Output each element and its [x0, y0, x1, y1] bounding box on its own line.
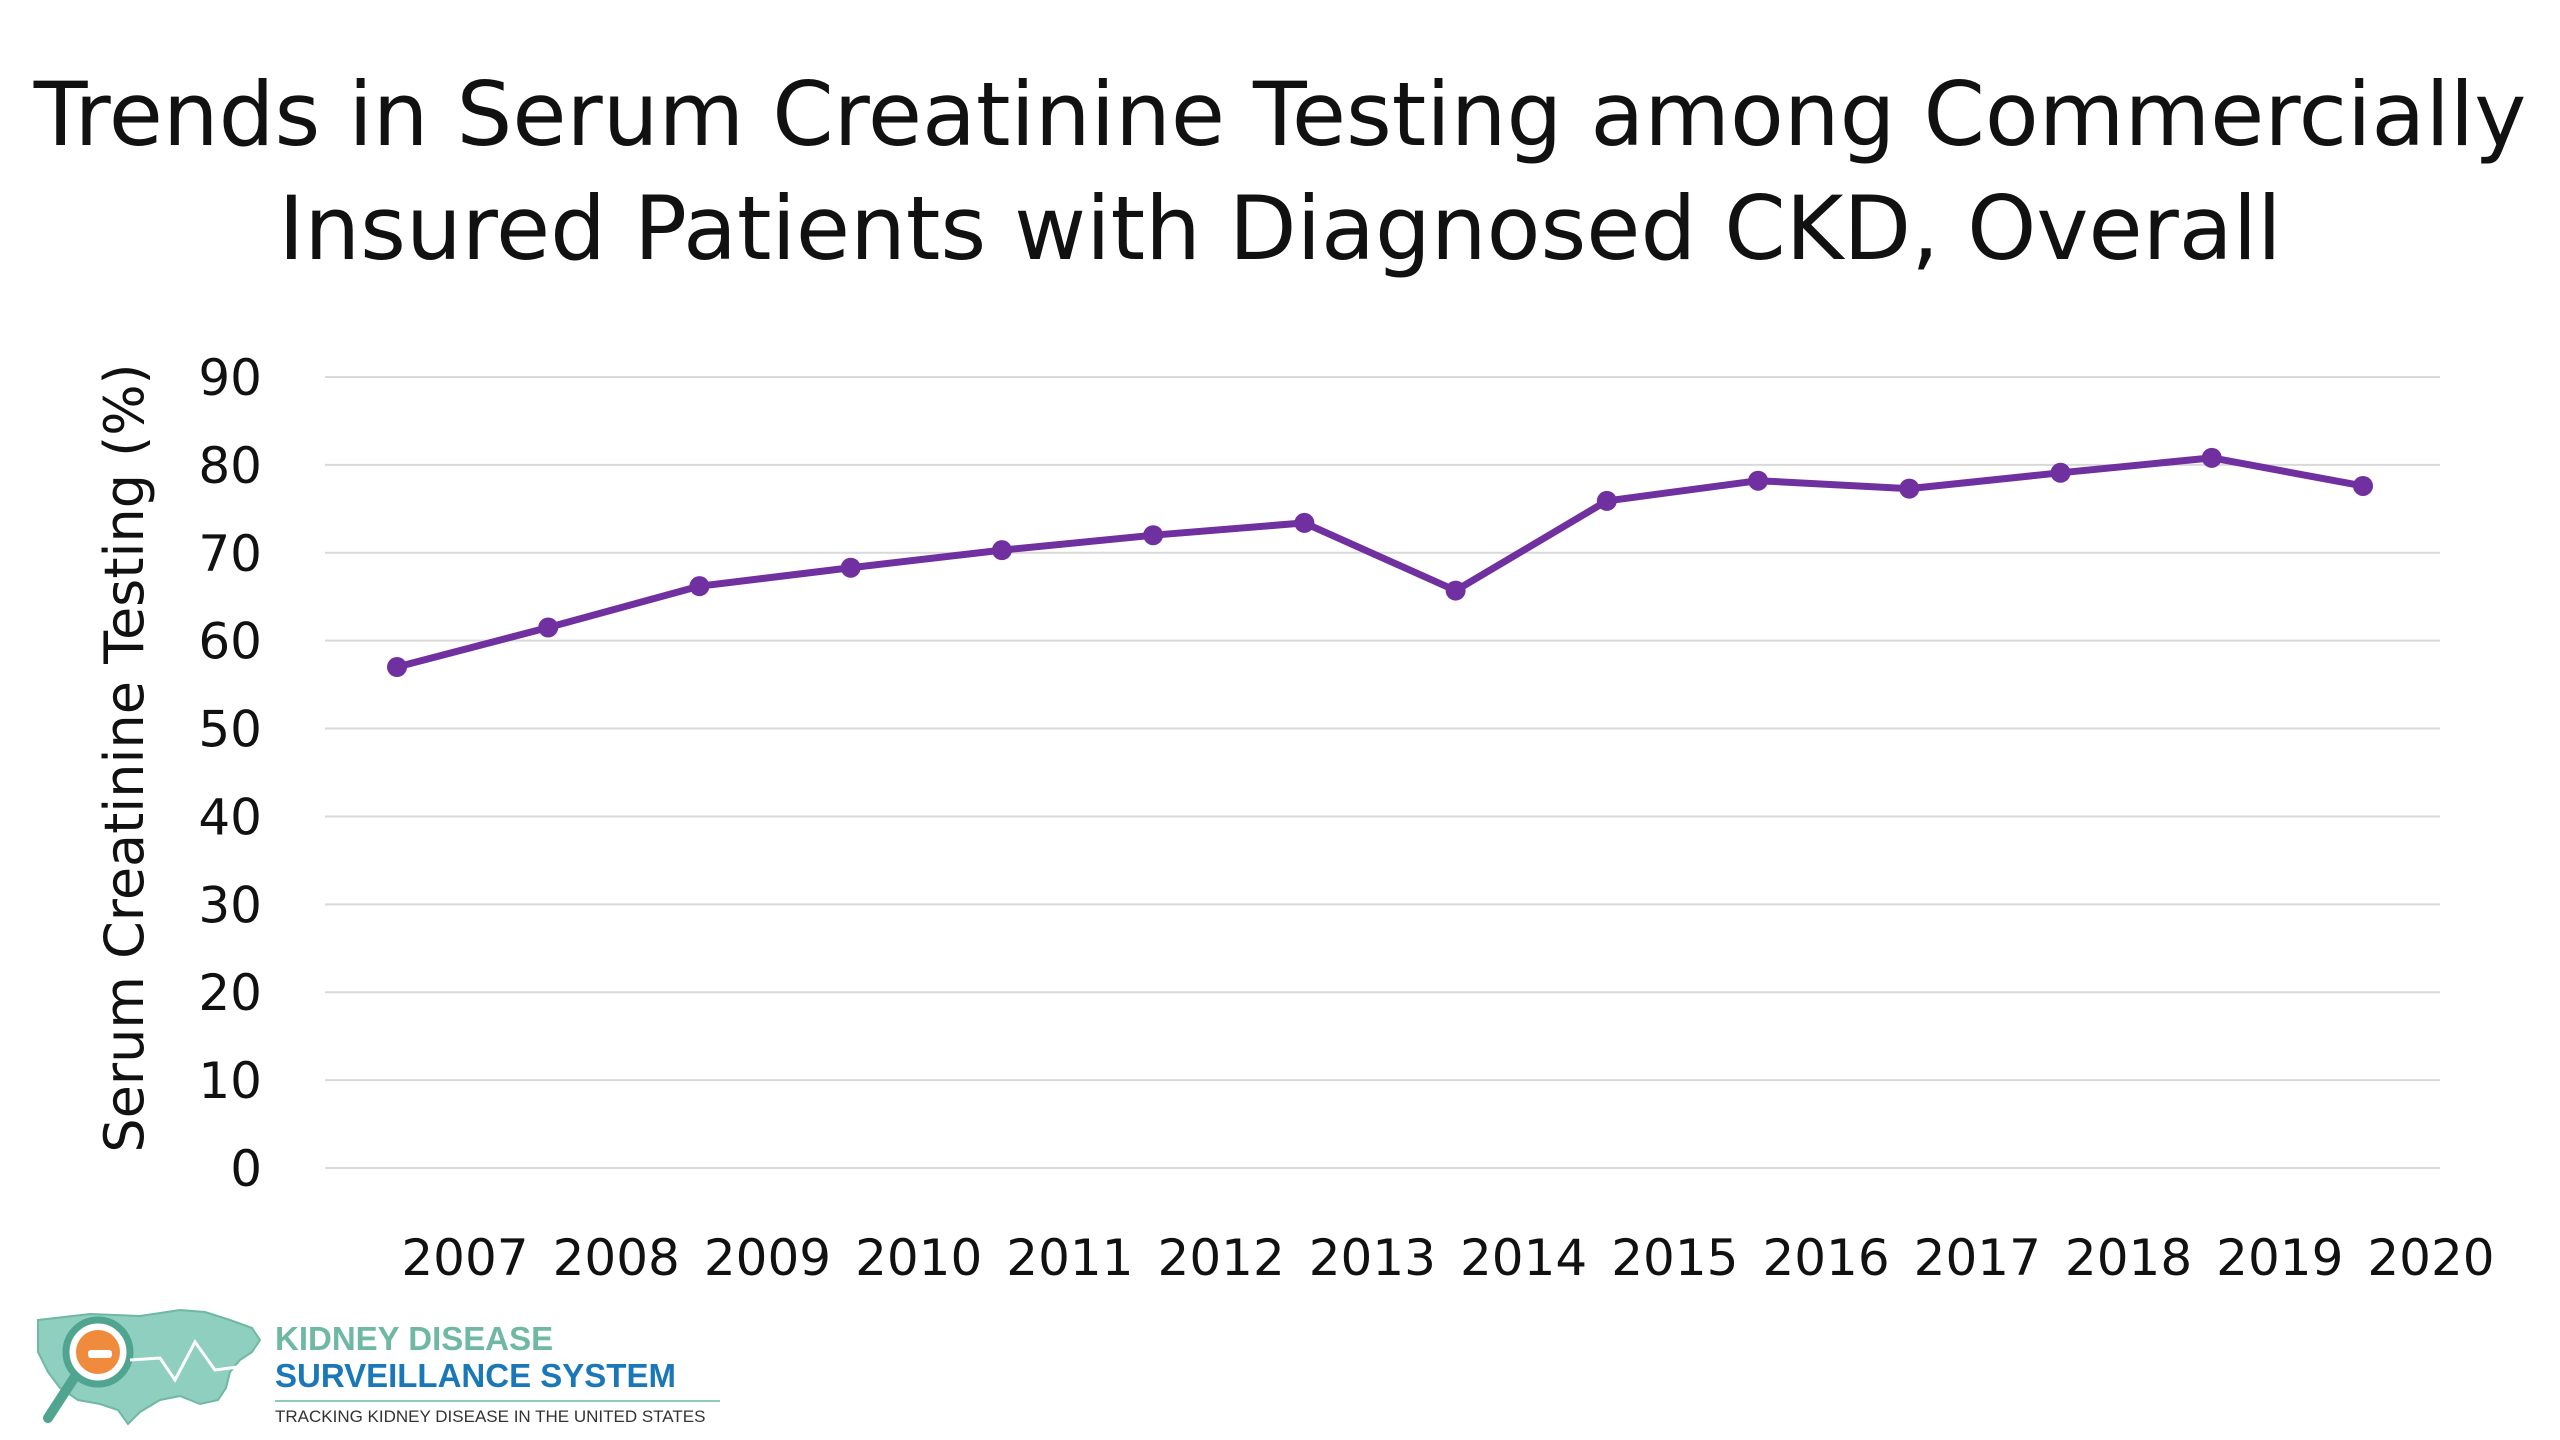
y-tick-label: 10 [198, 1052, 262, 1110]
y-tick-label: 60 [198, 613, 262, 671]
y-tick-label: 20 [198, 964, 262, 1022]
data-point [2050, 462, 2071, 483]
data-point [1899, 478, 1920, 499]
x-tick-label: 2013 [1309, 1229, 1436, 1287]
chart-title-line2: Insured Patients with Diagnosed CKD, Ove… [278, 177, 2282, 280]
x-tick-label: 2008 [553, 1229, 680, 1287]
data-point [689, 576, 710, 597]
chart-title-line1: Trends in Serum Creatinine Testing among… [33, 63, 2527, 166]
x-tick-label: 2010 [855, 1229, 982, 1287]
chart-title: Trends in Serum Creatinine Testing among… [0, 58, 2560, 286]
data-point [1596, 490, 1617, 511]
x-tick-label: 2011 [1006, 1229, 1133, 1287]
data-point [1748, 470, 1769, 491]
y-axis-ticks: 0 10 20 30 40 50 60 70 80 90 [198, 349, 262, 1198]
y-tick-label: 0 [230, 1140, 262, 1198]
data-point [1143, 525, 1164, 546]
y-tick-label: 80 [198, 437, 262, 495]
y-tick-label: 90 [198, 349, 262, 407]
data-point [2353, 475, 2373, 496]
x-tick-label: 2015 [1611, 1229, 1738, 1287]
x-tick-label: 2017 [1914, 1229, 2041, 1287]
logo-divider [275, 1400, 720, 1402]
logo-tagline: TRACKING KIDNEY DISEASE IN THE UNITED ST… [275, 1407, 706, 1426]
us-map-magnifier-icon [37, 1308, 262, 1426]
y-tick-label: 40 [198, 788, 262, 846]
kdss-logo: KIDNEY DISEASE SURVEILLANCE SYSTEM TRACK… [30, 1300, 740, 1435]
data-point [1294, 512, 1315, 533]
series-layer [387, 447, 2373, 678]
x-tick-label: 2009 [704, 1229, 831, 1287]
y-axis-title: Serum Creatinine Testing (%) [93, 363, 156, 1152]
data-point [387, 657, 407, 678]
x-tick-label: 2020 [2367, 1229, 2494, 1287]
series-line [393, 454, 2367, 671]
logo-text: KIDNEY DISEASE SURVEILLANCE SYSTEM TRACK… [275, 1322, 720, 1425]
logo-line2: SURVEILLANCE SYSTEM [275, 1357, 676, 1394]
y-tick-label: 50 [198, 701, 262, 759]
gridlines [325, 376, 2440, 1169]
data-point [991, 540, 1012, 561]
y-tick-label: 30 [198, 876, 262, 934]
x-axis-ticks: 2007 2008 2009 2010 2011 2012 2013 2014 2015 2016… [401, 1229, 2494, 1287]
logo-line1: KIDNEY DISEASE [275, 1320, 554, 1357]
x-tick-label: 2014 [1460, 1229, 1587, 1287]
data-point [1445, 580, 1466, 601]
x-tick-label: 2016 [1762, 1229, 1889, 1287]
x-tick-label: 2012 [1158, 1229, 1285, 1287]
y-tick-label: 70 [198, 525, 262, 583]
x-tick-label: 2018 [2065, 1229, 2192, 1287]
data-point [538, 617, 559, 638]
data-point [2201, 447, 2222, 468]
x-tick-label: 2007 [401, 1229, 528, 1287]
x-tick-label: 2019 [2216, 1229, 2343, 1287]
data-point [840, 557, 861, 578]
